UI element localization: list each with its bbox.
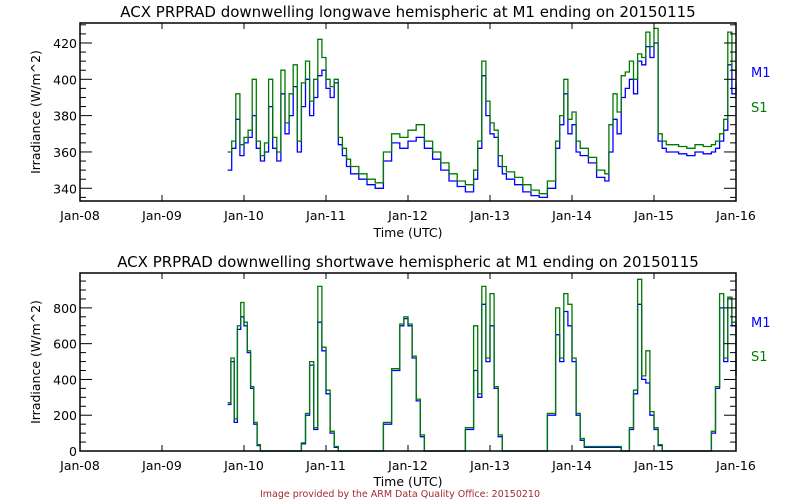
shortwave-panel: ACX PRPRAD downwelling shortwave hemisph… [28,253,771,489]
longwave-legend-m1: M1 [751,66,771,81]
shortwave-series [227,278,737,452]
longwave-title: ACX PRPRAD downwelling longwave hemisphe… [120,3,695,21]
longwave-x-tick-label: Jan-10 [223,208,264,223]
shortwave-y-axis-label: Irradiance (W/m^2) [28,300,43,424]
longwave-y-axis-label: Irradiance (W/m^2) [28,50,43,174]
shortwave-y-tick-label: 800 [53,301,77,316]
longwave-x-ticks: Jan-08 Jan-09 Jan-10 Jan-11 Jan-12 Jan-13 Jan-… [59,23,756,223]
credit-text: Image provided by the ARM Data Quality O… [260,489,540,500]
shortwave-series-s1 [227,278,737,452]
longwave-legend-s1: S1 [751,101,768,116]
shortwave-y-tick-label: 600 [53,337,77,352]
shortwave-x-tick-label: Jan-10 [223,458,264,473]
longwave-panel: ACX PRPRAD downwelling longwave hemisphe… [28,3,771,240]
longwave-x-tick-label: Jan-11 [305,208,346,223]
longwave-x-tick-label: Jan-15 [633,208,674,223]
longwave-plot-frame [79,22,737,202]
shortwave-y-tick-label: 0 [69,444,77,459]
shortwave-y-tick-label: 400 [53,372,77,387]
shortwave-title: ACX PRPRAD downwelling shortwave hemisph… [117,253,699,271]
longwave-y-tick-label: 380 [53,109,77,124]
longwave-y-tick-label: 360 [53,145,77,160]
longwave-x-tick-label: Jan-16 [715,208,756,223]
longwave-series-m1 [227,42,737,199]
longwave-x-tick-label: Jan-09 [141,208,182,223]
longwave-y-tick-label: 340 [53,181,77,196]
shortwave-x-tick-label: Jan-16 [715,458,756,473]
shortwave-y-tick-label: 200 [53,408,77,423]
longwave-series [227,27,737,199]
shortwave-x-tick-label: Jan-08 [59,458,100,473]
shortwave-x-tick-label: Jan-13 [469,458,510,473]
longwave-x-tick-label: Jan-13 [469,208,510,223]
shortwave-x-tick-label: Jan-14 [551,458,592,473]
longwave-x-tick-label: Jan-14 [551,208,592,223]
longwave-x-tick-label: Jan-08 [59,208,100,223]
shortwave-x-tick-label: Jan-12 [387,458,428,473]
shortwave-x-tick-label: Jan-11 [305,458,346,473]
shortwave-y-ticks: 0 200 400 600 800 [53,280,736,459]
shortwave-x-ticks: Jan-08 Jan-09 Jan-10 Jan-11 Jan-12 Jan-13 Jan-… [59,273,756,473]
shortwave-legend-s1: S1 [751,350,768,365]
longwave-y-tick-label: 420 [53,36,77,51]
longwave-y-ticks: 340 360 380 400 420 [53,24,736,198]
longwave-series-s1 [227,27,737,195]
longwave-x-axis-label: Time (UTC) [372,225,442,240]
shortwave-x-tick-label: Jan-09 [141,458,182,473]
shortwave-x-axis-label: Time (UTC) [372,474,442,489]
longwave-x-tick-label: Jan-12 [387,208,428,223]
longwave-y-tick-label: 400 [53,72,77,87]
shortwave-x-tick-label: Jan-15 [633,458,674,473]
shortwave-legend-m1: M1 [751,316,771,331]
